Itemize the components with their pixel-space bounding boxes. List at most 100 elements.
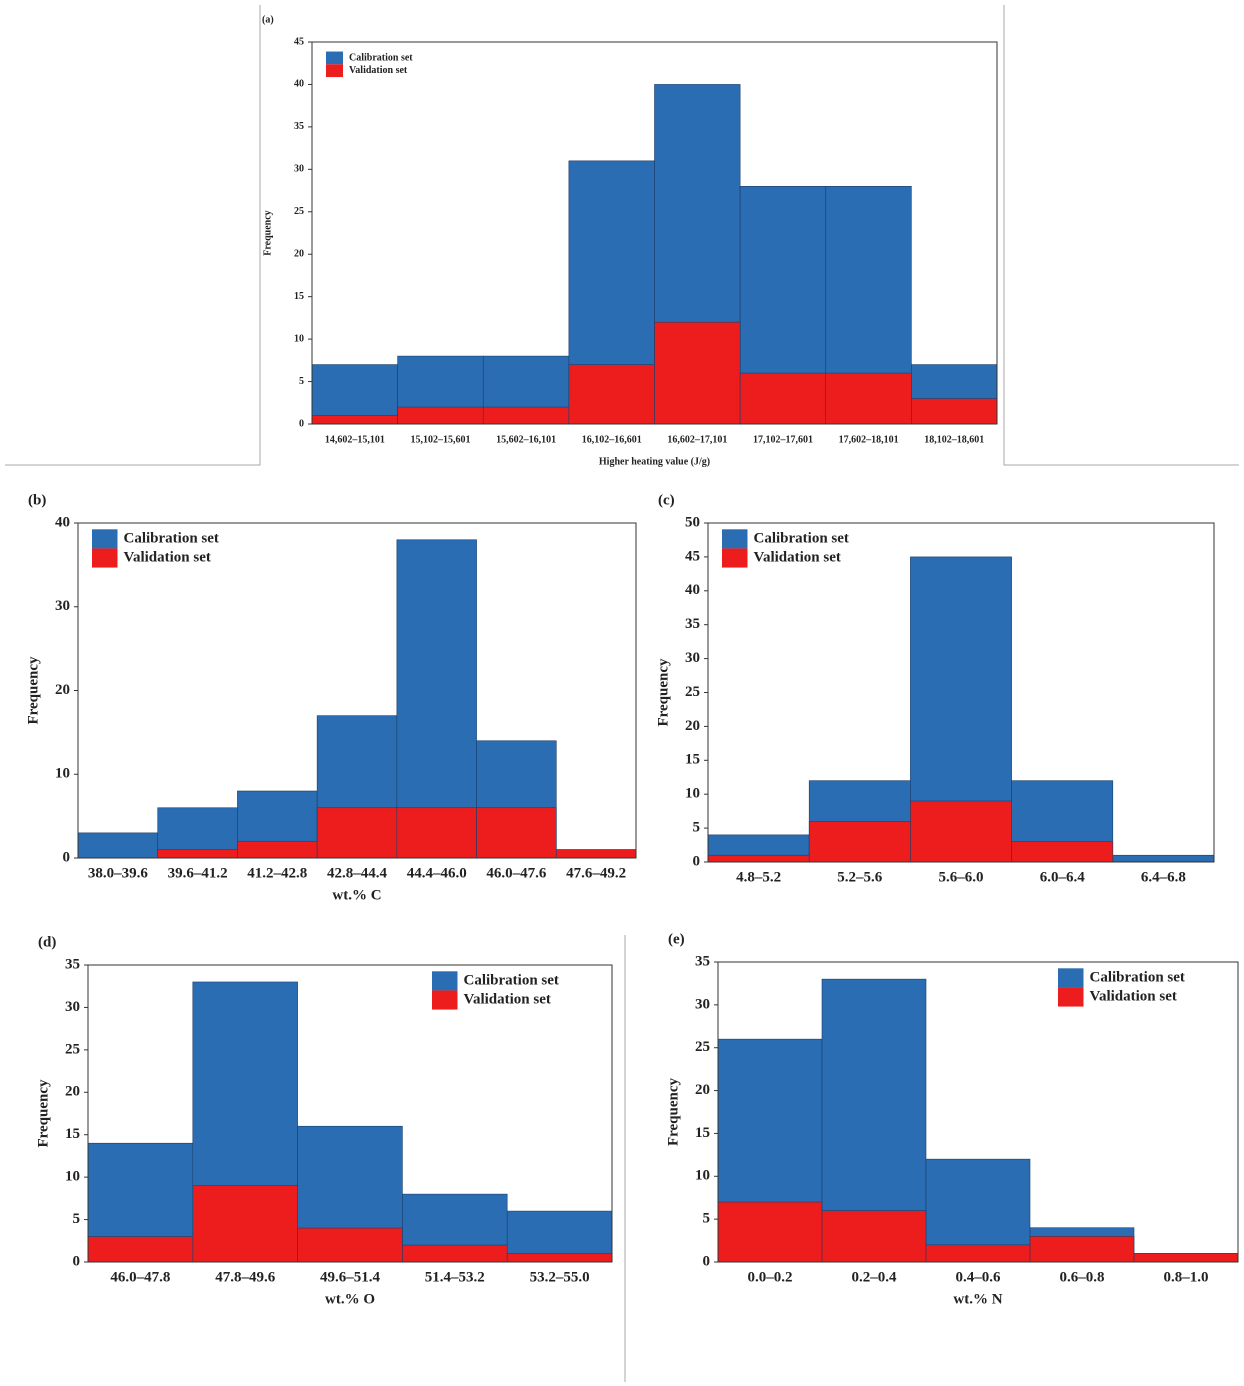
bar [312,416,398,424]
figure: 05101520253035404514,602–15,10115,102–15… [0,0,1244,1386]
panel: 0510152025303546.0–47.847.8–49.649.6–51.… [35,934,612,1307]
x-tick-label: 16,602–17,101 [667,434,727,445]
x-tick-label: 49.6–51.4 [320,1269,381,1285]
x-tick-label: 4.8–5.2 [736,869,781,885]
x-axis-label: wt.% O [325,1291,375,1307]
x-tick-label: 0.4–0.6 [956,1269,1002,1285]
y-tick-label: 10 [65,1169,80,1185]
legend-label: Calibration set [349,52,413,63]
legend-swatch [432,971,458,990]
x-tick-label: 6.4–6.8 [1141,869,1186,885]
y-tick-label: 35 [65,956,80,972]
legend-swatch [1058,968,1084,987]
y-axis-label: Frequency [35,1079,51,1148]
y-tick-label: 20 [65,1084,80,1100]
y-tick-label: 35 [294,121,304,132]
x-tick-label: 0.0–0.2 [748,1269,793,1285]
panel-title: (a) [262,14,274,25]
x-tick-label: 44.4–46.0 [407,865,467,881]
x-tick-label: 0.8–1.0 [1164,1269,1209,1285]
bar [317,808,397,858]
bar [397,808,477,858]
panel: 051015202530354045504.8–5.25.2–5.65.6–6.… [655,492,1214,885]
legend-label: Validation set [349,65,408,76]
x-tick-label: 42.8–44.4 [327,865,388,881]
bar [809,821,910,862]
x-tick-label: 0.6–0.8 [1060,1269,1105,1285]
y-tick-label: 40 [294,79,304,90]
legend-label: Validation set [754,550,841,566]
y-axis-label: Frequency [655,658,671,727]
y-tick-label: 30 [685,650,700,666]
y-tick-label: 50 [685,514,700,530]
bar [477,808,557,858]
bar [569,365,655,424]
x-tick-label: 46.0–47.8 [110,1269,170,1285]
bar [237,841,317,858]
panel-title: (d) [38,934,56,950]
bar [483,407,569,424]
y-axis-label: Frequency [665,1077,681,1146]
bar [1134,1253,1238,1262]
y-tick-label: 0 [73,1253,81,1269]
y-tick-label: 30 [294,164,304,175]
x-tick-label: 53.2–55.0 [530,1269,590,1285]
legend-swatch [92,548,118,567]
legend-label: Validation set [1090,989,1177,1005]
y-tick-label: 5 [693,820,701,836]
y-tick-label: 10 [685,786,700,802]
x-tick-label: 47.6–49.2 [566,865,626,881]
bar [718,1202,822,1262]
bar [398,407,484,424]
y-tick-label: 30 [65,999,80,1015]
y-tick-label: 20 [55,682,70,698]
bar [312,365,398,424]
bar [1113,855,1214,862]
bar [88,1237,193,1262]
bar [1030,1236,1134,1262]
x-axis-label: wt.% C [332,887,381,903]
y-tick-label: 5 [299,376,304,387]
x-tick-label: 18,102–18,601 [924,434,984,445]
x-tick-label: 38.0–39.6 [88,865,149,881]
bar [911,399,997,424]
x-tick-label: 39.6–41.2 [168,865,228,881]
y-tick-label: 45 [294,36,304,47]
y-tick-label: 0 [693,853,701,869]
x-tick-label: 14,602–15,101 [325,434,385,445]
y-tick-label: 25 [294,206,304,217]
y-tick-label: 35 [695,953,710,969]
y-tick-label: 25 [685,684,700,700]
bar [78,833,158,858]
x-tick-label: 0.2–0.4 [852,1269,898,1285]
x-tick-label: 5.2–5.6 [837,869,883,885]
y-tick-label: 40 [685,582,700,598]
y-tick-label: 10 [695,1168,710,1184]
bar [926,1245,1030,1262]
legend-label: Validation set [464,992,551,1008]
legend-label: Calibration set [754,530,849,546]
y-tick-label: 0 [703,1253,711,1269]
y-tick-label: 0 [299,418,304,429]
x-tick-label: 17,602–18,101 [839,434,899,445]
legend-swatch [92,529,118,548]
bar [740,373,826,424]
bar [655,322,741,424]
bar [507,1254,612,1262]
legend-label: Calibration set [124,530,219,546]
y-tick-label: 45 [685,548,700,564]
bar [402,1245,507,1262]
y-tick-label: 15 [65,1126,80,1142]
bar [910,801,1011,862]
panel-title: (c) [658,492,675,508]
bar [158,850,238,858]
bar [298,1228,403,1262]
legend-label: Calibration set [464,972,559,988]
y-tick-label: 25 [65,1041,80,1057]
bar [822,1211,926,1262]
y-tick-label: 0 [63,849,71,865]
panel-frame [1004,5,1239,465]
